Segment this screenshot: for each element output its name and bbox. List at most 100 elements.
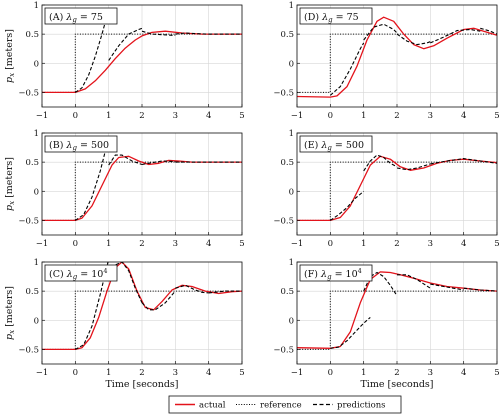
x-tick-label: 0 (328, 111, 333, 121)
prediction-segment (430, 283, 464, 291)
x-tick-label: 1 (106, 239, 111, 249)
prediction-segment (430, 158, 497, 165)
prediction-segment (363, 23, 398, 41)
x-tick-label: 2 (394, 368, 399, 378)
x-tick-label: 5 (239, 239, 244, 249)
x-tick-label: 2 (394, 239, 399, 249)
y-tick-label: −0.5 (18, 345, 39, 355)
x-tick-label: −1 (291, 368, 304, 378)
panel-tag: (A) λg = 75 (44, 7, 118, 25)
x-tick-label: 3 (173, 239, 178, 249)
x-tick-label: 1 (106, 111, 111, 121)
prediction-segment (329, 42, 365, 96)
y-tick-label: 1 (34, 258, 39, 268)
svg-text:(A) λg = 75: (A) λg = 75 (49, 12, 103, 24)
prediction-segment (329, 190, 365, 221)
panels: −1 0 1 2 3 4 5 −0.5 0 0.5 1 px [meters] (A) λg = 75 −… (4, 1, 500, 390)
svg-text:(D) λg = 75: (D) λg = 75 (304, 12, 359, 24)
x-tick-label: 2 (139, 239, 144, 249)
legend-label-reference: reference (260, 401, 302, 411)
x-tick-label: 3 (428, 368, 433, 378)
panel-e: −1 0 1 2 3 4 5 −0.5 0 0.5 1 (E) λg = 500 (273, 129, 499, 249)
actual-line (42, 262, 242, 351)
y-tick-label: −0.5 (18, 216, 39, 226)
prediction-segment (330, 316, 371, 349)
reference-line (297, 33, 497, 93)
x-tick-label: 4 (206, 239, 211, 249)
x-tick-label: 5 (494, 111, 499, 121)
prediction-segment (141, 30, 176, 36)
y-tick-label: 0.5 (25, 158, 39, 168)
y-tick-label: 1 (289, 129, 294, 139)
legend: actual reference predictions (168, 395, 402, 414)
x-tick-label: 0 (73, 239, 78, 249)
y-tick-label: −0.5 (273, 216, 294, 226)
x-tick-label: 2 (139, 111, 144, 121)
prediction-segment (208, 290, 242, 294)
x-tick-label: 1 (361, 239, 366, 249)
svg-text:(C) λg = 104: (C) λg = 104 (49, 267, 107, 281)
x-tick-label: 1 (106, 368, 111, 378)
panel-b: −1 0 1 2 3 4 5 −0.5 0 0.5 1 px [meters] (B) λg = 500 (4, 129, 245, 249)
x-tick-label: 0 (328, 239, 333, 249)
y-tick-label: −0.5 (273, 88, 294, 98)
panel-c: −1 0 1 2 3 4 5 −0.5 0 0.5 1 px [meters] Time [second… (4, 258, 245, 390)
prediction-segment (397, 274, 431, 289)
x-tick-label: 0 (328, 368, 333, 378)
svg-text:(E) λg = 500: (E) λg = 500 (304, 140, 364, 152)
reference-line (42, 290, 242, 350)
panel-a: −1 0 1 2 3 4 5 −0.5 0 0.5 1 px [meters] (A) λg = 75 (4, 1, 245, 121)
legend-label-predictions: predictions (337, 401, 386, 411)
x-tick-label: 3 (428, 239, 433, 249)
x-tick-label: 4 (206, 111, 211, 121)
x-tick-label: 5 (239, 368, 244, 378)
x-tick-label: −1 (291, 111, 304, 121)
svg-text:(B) λg = 500: (B) λg = 500 (49, 140, 109, 152)
panel-tag: (B) λg = 500 (44, 135, 118, 153)
reference-line (297, 161, 497, 221)
panel-tag: (F) λg = 104 (299, 264, 373, 282)
x-tick-label: 5 (239, 111, 244, 121)
y-tick-label: 0 (289, 316, 294, 326)
y-tick-label: 1 (289, 258, 294, 268)
prediction-segment (396, 33, 431, 46)
actual-line (297, 16, 497, 98)
y-tick-label: 0.5 (280, 287, 294, 297)
panel-d: −1 0 1 2 3 4 5 −0.5 0 0.5 1 (D) λg = 75 (273, 1, 499, 121)
x-tick-label: −1 (36, 239, 49, 249)
x-tick-label: 3 (173, 368, 178, 378)
prediction-segment (363, 154, 398, 172)
prediction-segment (463, 287, 497, 292)
svg-text:(F) λg = 104: (F) λg = 104 (304, 267, 362, 281)
prediction-segment (108, 154, 143, 166)
x-axis-label: Time [seconds] (360, 379, 433, 390)
x-tick-label: 3 (428, 111, 433, 121)
panel-tag: (C) λg = 104 (44, 264, 118, 282)
actual-line (297, 155, 497, 222)
y-tick-label: 1 (34, 1, 39, 11)
prediction-segment (108, 27, 143, 61)
prediction-segment (480, 27, 497, 35)
x-tick-label: 5 (494, 368, 499, 378)
x-tick-label: 4 (461, 239, 466, 249)
y-axis-label: px [meters] (4, 29, 16, 83)
y-tick-label: 0 (34, 59, 39, 69)
x-tick-label: −1 (36, 368, 49, 378)
y-tick-label: 0 (289, 59, 294, 69)
x-tick-label: 3 (173, 111, 178, 121)
y-tick-label: 0.5 (280, 30, 294, 40)
y-tick-label: 0 (34, 316, 39, 326)
x-tick-label: 5 (494, 239, 499, 249)
x-tick-label: −1 (36, 111, 49, 121)
y-tick-label: 0.5 (25, 30, 39, 40)
y-tick-label: −0.5 (273, 345, 294, 355)
prediction-segment (74, 9, 110, 93)
prediction-segment (141, 290, 176, 311)
x-tick-label: 0 (73, 111, 78, 121)
panel-tag: (E) λg = 500 (299, 135, 373, 153)
actual-line (297, 271, 497, 349)
reference-line (297, 290, 497, 350)
x-tick-label: 1 (361, 111, 366, 121)
